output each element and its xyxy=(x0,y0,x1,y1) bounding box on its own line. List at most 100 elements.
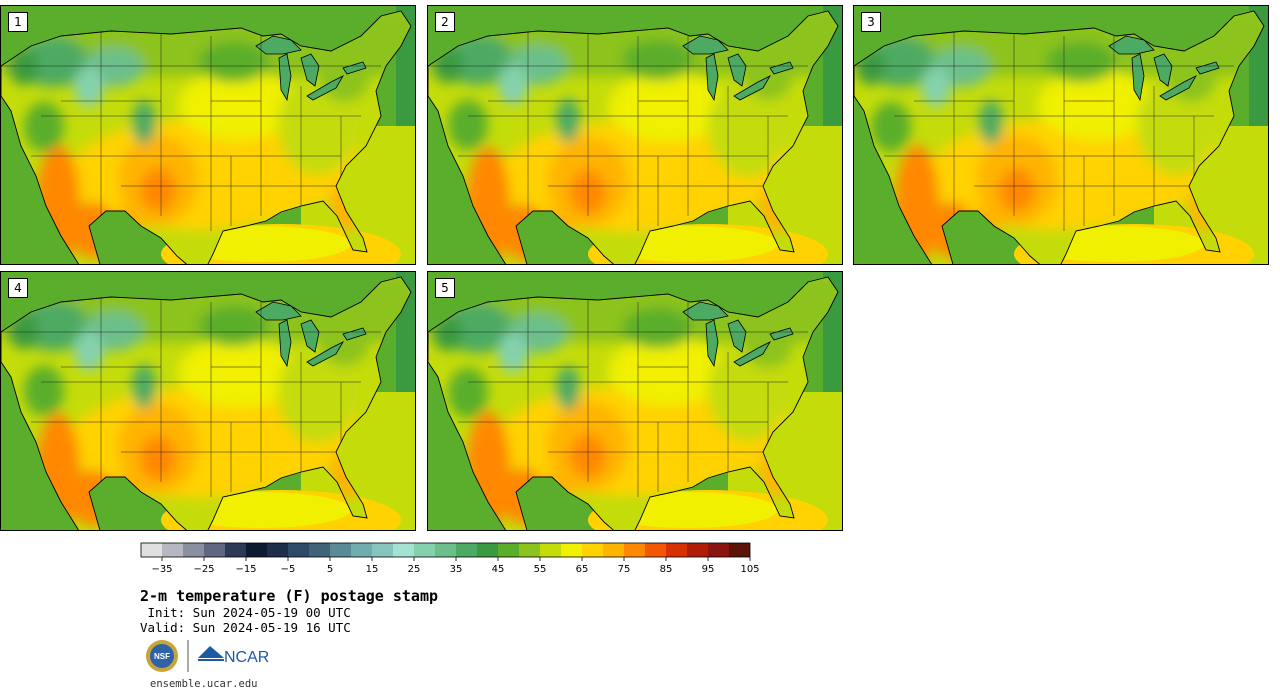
colorbar-tick-label: −25 xyxy=(193,564,214,575)
great-lake xyxy=(727,319,747,353)
coastline xyxy=(854,10,1265,264)
colorbar-tick-label: 65 xyxy=(576,564,589,575)
colorbar-tick-label: 85 xyxy=(660,564,673,575)
great-lake xyxy=(278,319,292,368)
colorbar-tick-label: 95 xyxy=(702,564,715,575)
great-lake xyxy=(1159,75,1198,101)
stamp-panel-5: 5 xyxy=(427,271,843,531)
great-lake xyxy=(1131,53,1145,102)
stamp-number-label: 1 xyxy=(8,12,28,32)
temperature-map-1 xyxy=(1,6,415,264)
colorbar-tick-label: −15 xyxy=(235,564,256,575)
colorbar-frame xyxy=(140,542,751,558)
valid-time: Valid: Sun 2024-05-19 16 UTC xyxy=(140,620,351,635)
ncar-logo-text: NCAR xyxy=(224,649,269,666)
colorbar-tick-label: 75 xyxy=(618,564,631,575)
colorbar-swatch xyxy=(456,543,477,557)
state-borders xyxy=(428,31,808,231)
colorbar-swatch xyxy=(624,543,645,557)
land-temperature-field xyxy=(428,11,838,264)
footer-url[interactable]: ensemble.ucar.edu xyxy=(150,678,258,690)
state-borders xyxy=(1,31,381,231)
stamp-panel-2: 2 xyxy=(427,5,843,265)
stamp-number-label: 3 xyxy=(861,12,881,32)
colorbar-tick-label: 25 xyxy=(408,564,421,575)
colorbar-tick-label: 15 xyxy=(366,564,379,575)
colorbar-swatch xyxy=(498,543,519,557)
coastline xyxy=(428,10,839,264)
temperature-map-4 xyxy=(1,272,415,530)
land-temperature-field xyxy=(428,277,838,530)
great-lake xyxy=(705,319,719,368)
land-temperature-field xyxy=(854,11,1264,264)
stamp-panel-3: 3 xyxy=(853,5,1269,265)
stamp-number-label: 2 xyxy=(435,12,455,32)
colorbar-swatch xyxy=(309,543,330,557)
stamp-number-label: 4 xyxy=(8,278,28,298)
nsf-logo: NSF xyxy=(146,640,178,672)
colorbar-swatch xyxy=(435,543,456,557)
great-lake xyxy=(342,61,367,75)
great-lake xyxy=(682,301,729,321)
colorbar-swatch xyxy=(393,543,414,557)
colorbar-tick-label: 105 xyxy=(740,564,759,575)
colorbar-swatch xyxy=(708,543,729,557)
great-lake xyxy=(255,301,302,321)
stamp-panel-1: 1 xyxy=(0,5,416,265)
colorbar-swatch xyxy=(141,543,162,557)
colorbar-tick-label: 35 xyxy=(450,564,463,575)
colorbar-tick-label: −5 xyxy=(281,564,296,575)
colorbar-swatch xyxy=(351,543,372,557)
colorbar-tick-label: 45 xyxy=(492,564,505,575)
colorbar-swatch xyxy=(183,543,204,557)
colorbar-swatch xyxy=(288,543,309,557)
land-temperature-field xyxy=(1,277,411,530)
great-lake xyxy=(682,35,729,55)
colorbar-swatch xyxy=(666,543,687,557)
coastline xyxy=(1,276,412,530)
great-lake xyxy=(727,53,747,87)
colorbar-swatch xyxy=(225,543,246,557)
great-lake xyxy=(1108,35,1155,55)
stamp-number-label: 5 xyxy=(435,278,455,298)
great-lake xyxy=(769,327,794,341)
land-temperature-field xyxy=(1,11,411,264)
chart-title: 2-m temperature (F) postage stamp xyxy=(140,587,439,605)
great-lake xyxy=(255,35,302,55)
great-lake xyxy=(769,61,794,75)
colorbar-swatch xyxy=(330,543,351,557)
temperature-colorbar: −35−25−15−55152535455565758595105115 xyxy=(140,542,760,575)
temperature-map-5 xyxy=(428,272,842,530)
init-time: Init: Sun 2024-05-19 00 UTC xyxy=(140,605,351,620)
ncar-logo: NCAR xyxy=(198,646,269,666)
colorbar-swatch xyxy=(162,543,183,557)
great-lake xyxy=(1195,61,1220,75)
colorbar-swatch xyxy=(603,543,624,557)
logos: NSF NCAR xyxy=(146,640,269,672)
colorbar-tick-label: 55 xyxy=(534,564,547,575)
colorbar-swatch xyxy=(246,543,267,557)
state-borders xyxy=(1,297,381,497)
colorbar-swatch xyxy=(729,543,750,557)
stamp-panel-4: 4 xyxy=(0,271,416,531)
colorbar-swatch xyxy=(561,543,582,557)
colorbar-swatch xyxy=(687,543,708,557)
great-lake xyxy=(705,53,719,102)
great-lake xyxy=(300,319,320,353)
colorbar-swatch xyxy=(540,543,561,557)
great-lake xyxy=(1153,53,1173,87)
nsf-logo-text: NSF xyxy=(154,652,170,661)
temperature-map-3 xyxy=(854,6,1268,264)
great-lake xyxy=(278,53,292,102)
state-borders xyxy=(428,297,808,497)
state-borders xyxy=(854,31,1234,231)
coastline xyxy=(428,276,839,530)
colorbar-swatch xyxy=(582,543,603,557)
colorbar-swatch xyxy=(204,543,225,557)
great-lake xyxy=(306,75,345,101)
colorbar-tick-label: 5 xyxy=(327,564,333,575)
great-lake xyxy=(342,327,367,341)
colorbar-swatch xyxy=(414,543,435,557)
coastline xyxy=(1,10,412,264)
great-lake xyxy=(300,53,320,87)
